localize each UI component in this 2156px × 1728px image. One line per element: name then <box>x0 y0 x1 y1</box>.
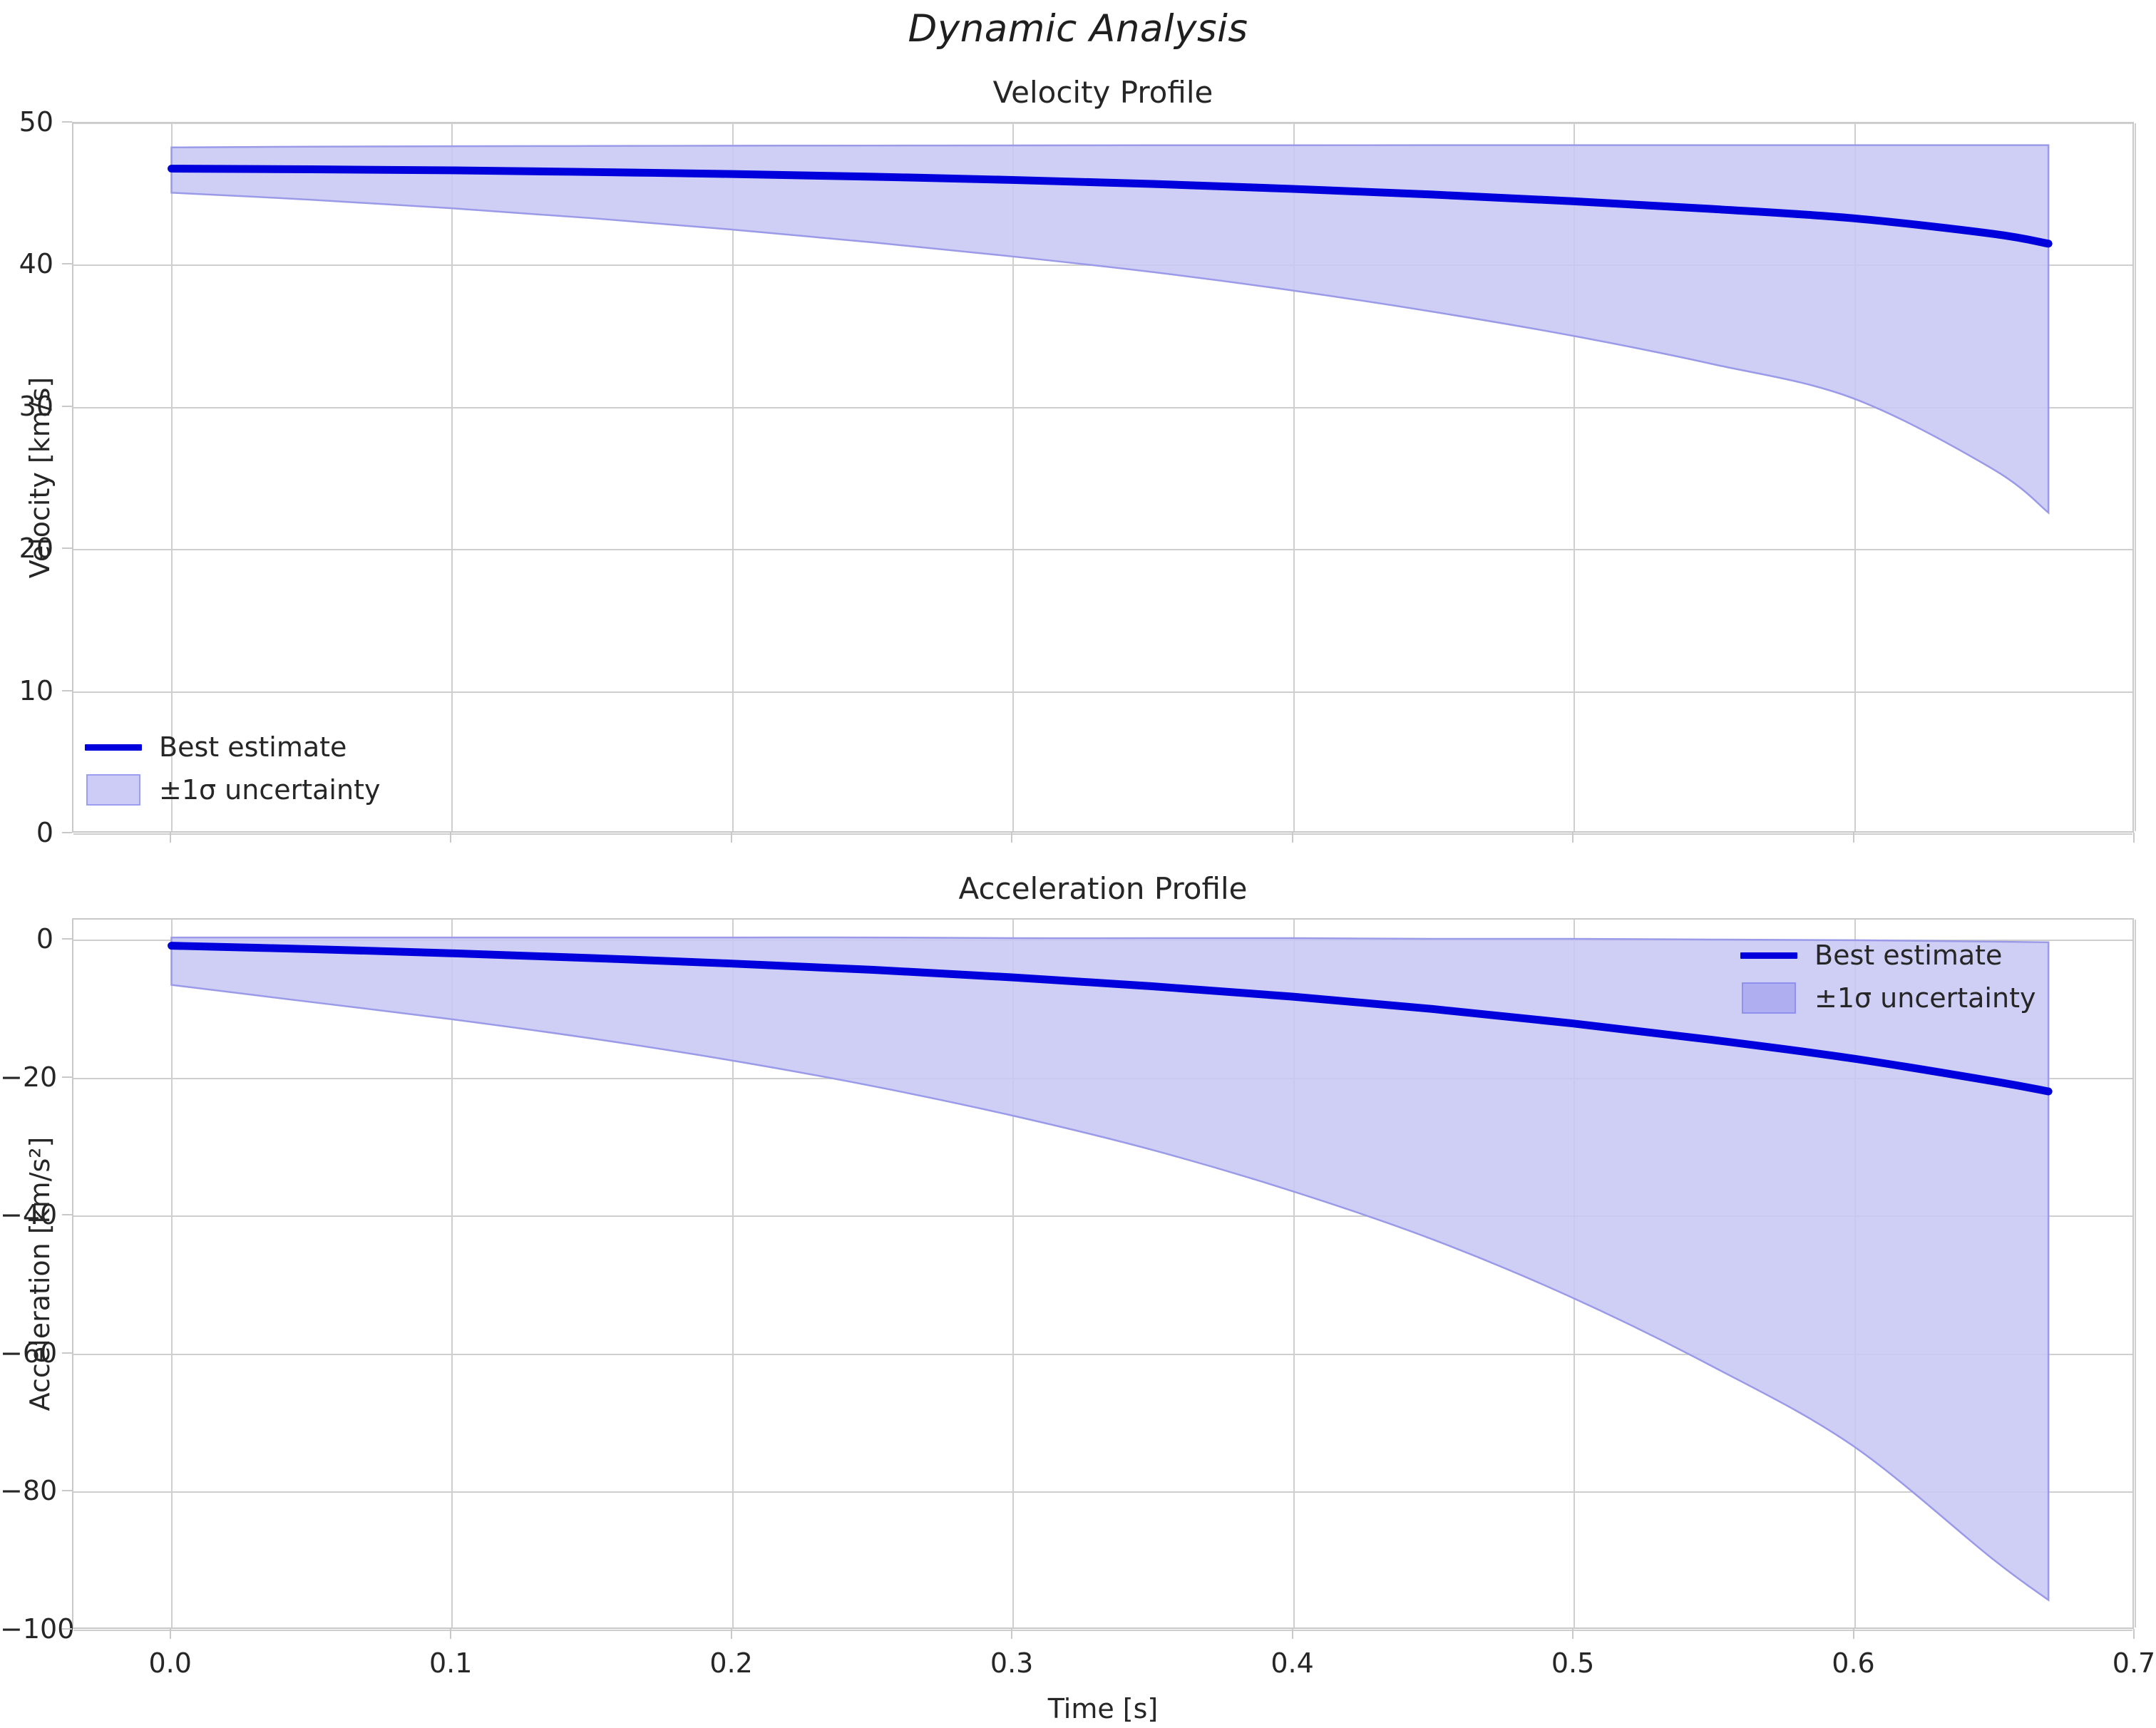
y-tick-label: 50 <box>19 106 53 138</box>
gridline-horizontal <box>73 1630 2132 1631</box>
gridline-vertical <box>1574 123 1576 831</box>
legend-row-uncertainty: ±1σ uncertainty <box>79 768 380 811</box>
y-tick-label: 30 <box>19 390 53 422</box>
x-tick-mark <box>1011 833 1013 843</box>
gridline-horizontal <box>73 1491 2132 1493</box>
gridline-horizontal <box>73 691 2132 693</box>
x-tick-mark <box>1291 1629 1293 1639</box>
time-x-axis-label: Time [s] <box>1047 1693 1159 1724</box>
x-tick-mark <box>169 833 171 843</box>
uncertainty-band <box>170 144 2050 515</box>
acceleration-legend: Best estimate ±1σ uncertainty <box>1735 934 2120 1019</box>
acceleration-subplot-title: Acceleration Profile <box>958 871 1248 906</box>
gridline-vertical <box>732 123 734 831</box>
y-tick-label: −100 <box>0 1613 75 1645</box>
gridline-vertical <box>451 920 453 1627</box>
uncertainty-band <box>170 936 2050 1602</box>
y-tick-mark <box>62 1076 72 1078</box>
y-tick-label: 40 <box>19 248 53 280</box>
y-tick-mark <box>62 405 72 407</box>
legend-patch-key-icon <box>79 768 148 811</box>
velocity-subplot-title: Velocity Profile <box>992 75 1213 110</box>
legend-patch-key-icon <box>1735 977 1803 1019</box>
plot-data-layer <box>168 936 2053 1602</box>
legend-line-key-icon <box>1735 934 1803 977</box>
gridline-vertical <box>2135 123 2136 831</box>
x-tick-mark <box>730 833 732 843</box>
legend-label-best-estimate: Best estimate <box>1814 940 2003 971</box>
x-tick-label: 0.7 <box>2112 1647 2156 1679</box>
legend-row-best-estimate: Best estimate <box>79 726 380 768</box>
plot-data-layer <box>168 144 2053 515</box>
y-tick-label: −80 <box>0 1475 58 1507</box>
y-tick-mark <box>62 121 72 123</box>
legend-row-uncertainty: ±1σ uncertainty <box>1735 977 2120 1019</box>
gridline-horizontal <box>73 549 2132 551</box>
x-tick-label: 0.5 <box>1551 1647 1595 1679</box>
x-tick-mark <box>169 1629 171 1639</box>
gridline-horizontal <box>73 1353 2132 1355</box>
x-tick-mark <box>1572 833 1574 843</box>
legend-label-uncertainty: ±1σ uncertainty <box>159 774 381 806</box>
y-tick-mark <box>62 1214 72 1216</box>
velocity-axes <box>72 122 2136 835</box>
gridline-vertical <box>451 123 453 831</box>
velocity-legend: Best estimate ±1σ uncertainty <box>79 726 380 811</box>
gridline-vertical <box>1854 123 1856 831</box>
gridline-vertical <box>1293 920 1295 1627</box>
y-tick-mark <box>62 1628 72 1630</box>
y-tick-label: 0 <box>36 923 53 955</box>
x-tick-mark <box>1011 1629 1013 1639</box>
x-tick-mark <box>1852 1629 1854 1639</box>
acceleration-y-axis-label: Acceleration [km/s²] <box>24 1136 56 1411</box>
gridline-horizontal <box>73 123 2132 124</box>
gridline-vertical <box>732 920 734 1627</box>
x-tick-mark <box>730 1629 732 1639</box>
y-tick-mark <box>62 689 72 691</box>
y-tick-mark <box>62 1352 72 1354</box>
gridline-horizontal <box>73 833 2132 835</box>
gridline-horizontal <box>73 406 2132 408</box>
gridline-vertical <box>170 123 173 831</box>
y-tick-label: −60 <box>0 1337 58 1369</box>
x-tick-label: 0.6 <box>1832 1647 1875 1679</box>
x-tick-mark <box>1291 833 1293 843</box>
gridline-vertical <box>1012 920 1015 1627</box>
y-tick-label: −20 <box>0 1061 58 1093</box>
y-tick-label: 10 <box>19 674 53 706</box>
x-tick-label: 0.4 <box>1270 1647 1314 1679</box>
figure-suptitle: Dynamic Analysis <box>908 7 1248 51</box>
legend-label-best-estimate: Best estimate <box>159 731 347 763</box>
y-tick-mark <box>62 263 72 265</box>
x-tick-mark <box>2133 1629 2135 1639</box>
x-tick-label: 0.2 <box>709 1647 753 1679</box>
x-tick-mark <box>450 833 452 843</box>
gridline-vertical <box>1293 123 1295 831</box>
x-tick-label: 0.1 <box>428 1647 473 1679</box>
x-tick-label: 0.3 <box>990 1647 1034 1679</box>
legend-row-best-estimate: Best estimate <box>1735 934 2120 977</box>
x-tick-label: 0.0 <box>148 1647 192 1679</box>
y-tick-label: 0 <box>36 817 53 848</box>
y-tick-mark <box>62 832 72 833</box>
y-tick-label: −40 <box>0 1199 58 1231</box>
best-estimate-line <box>168 942 2053 1096</box>
x-tick-mark <box>450 1629 452 1639</box>
gridline-vertical <box>1012 123 1015 831</box>
acceleration-axes <box>72 918 2136 1631</box>
gridline-horizontal <box>73 1215 2132 1218</box>
gridline-vertical <box>170 920 173 1627</box>
best-estimate-line <box>168 165 2053 248</box>
y-tick-mark <box>62 938 72 940</box>
gridline-vertical <box>2135 920 2136 1627</box>
x-tick-mark <box>1572 1629 1574 1639</box>
y-tick-mark <box>62 547 72 550</box>
x-tick-mark <box>2133 833 2135 843</box>
legend-label-uncertainty: ±1σ uncertainty <box>1814 982 2036 1014</box>
y-tick-mark <box>62 1490 72 1492</box>
x-tick-mark <box>1852 833 1854 843</box>
legend-line-key-icon <box>79 726 148 768</box>
y-tick-label: 20 <box>19 533 53 565</box>
